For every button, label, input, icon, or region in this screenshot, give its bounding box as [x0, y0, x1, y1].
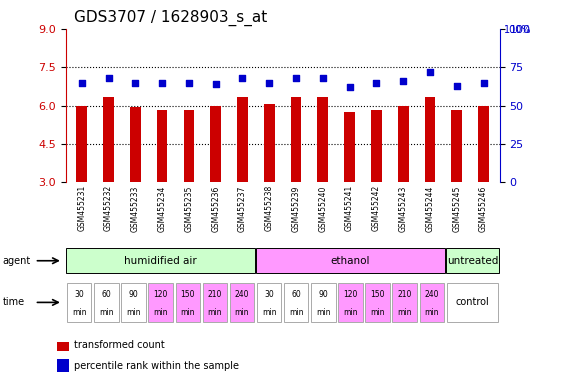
Bar — [148, 283, 173, 322]
Text: 150: 150 — [371, 290, 385, 299]
Bar — [66, 248, 255, 273]
Text: min: min — [371, 308, 385, 317]
Point — [479, 79, 488, 86]
Text: min: min — [262, 308, 276, 317]
Text: 90: 90 — [319, 290, 328, 299]
Bar — [57, 359, 69, 372]
Bar — [317, 97, 328, 182]
Point — [184, 79, 194, 86]
Bar — [103, 97, 114, 182]
Bar — [203, 283, 227, 322]
Point — [265, 79, 274, 86]
Bar — [230, 283, 254, 322]
Point — [131, 79, 140, 86]
Text: min: min — [154, 308, 168, 317]
Text: 210: 210 — [397, 290, 412, 299]
Bar — [446, 248, 499, 273]
Bar — [237, 97, 248, 182]
Bar — [371, 110, 382, 182]
Text: humidified air: humidified air — [124, 256, 197, 266]
Text: min: min — [72, 308, 86, 317]
Text: 30: 30 — [74, 290, 84, 299]
Text: min: min — [235, 308, 249, 317]
Text: 120: 120 — [343, 290, 357, 299]
Text: min: min — [289, 308, 303, 317]
Point — [425, 69, 435, 75]
Point — [104, 75, 113, 81]
Text: min: min — [99, 308, 114, 317]
Point — [399, 78, 408, 84]
Bar — [183, 110, 194, 182]
Text: 210: 210 — [208, 290, 222, 299]
Bar — [311, 283, 336, 322]
Bar — [157, 110, 167, 182]
Bar — [291, 97, 301, 182]
Bar — [94, 283, 119, 322]
Bar — [175, 283, 200, 322]
Text: time: time — [3, 297, 25, 308]
Text: untreated: untreated — [447, 256, 498, 266]
Bar — [338, 283, 363, 322]
Text: min: min — [180, 308, 195, 317]
Bar — [121, 283, 146, 322]
Bar — [344, 112, 355, 182]
Text: control: control — [456, 297, 489, 308]
Text: min: min — [126, 308, 140, 317]
Text: GDS3707 / 1628903_s_at: GDS3707 / 1628903_s_at — [74, 10, 267, 26]
Bar — [256, 248, 445, 273]
Bar — [478, 106, 489, 182]
Bar — [284, 283, 308, 322]
Bar — [130, 107, 140, 182]
Text: 120: 120 — [154, 290, 168, 299]
Point — [372, 79, 381, 86]
Bar — [425, 97, 435, 182]
Point — [452, 83, 461, 89]
Bar — [67, 283, 91, 322]
Bar — [452, 110, 462, 182]
Point — [211, 81, 220, 87]
Bar — [392, 283, 417, 322]
Bar — [420, 283, 444, 322]
Text: 90: 90 — [128, 290, 138, 299]
Bar — [398, 106, 408, 182]
Point — [77, 79, 86, 86]
Text: 150: 150 — [180, 290, 195, 299]
Text: min: min — [425, 308, 439, 317]
Point — [158, 79, 167, 86]
Text: percentile rank within the sample: percentile rank within the sample — [74, 361, 239, 371]
Text: ethanol: ethanol — [331, 256, 370, 266]
Text: 240: 240 — [425, 290, 439, 299]
Point — [238, 75, 247, 81]
Bar — [365, 283, 390, 322]
Text: agent: agent — [3, 256, 31, 266]
Bar — [447, 283, 498, 322]
Text: 240: 240 — [235, 290, 249, 299]
Bar — [264, 104, 275, 182]
Point — [291, 75, 300, 81]
Text: min: min — [208, 308, 222, 317]
Text: 60: 60 — [102, 290, 111, 299]
Text: 30: 30 — [264, 290, 274, 299]
Text: min: min — [316, 308, 331, 317]
Bar — [77, 106, 87, 182]
Point — [345, 84, 354, 90]
Bar — [257, 283, 282, 322]
Text: min: min — [397, 308, 412, 317]
Point — [318, 75, 327, 81]
Text: min: min — [343, 308, 357, 317]
Bar — [57, 338, 69, 351]
Text: transformed count: transformed count — [74, 340, 165, 350]
Bar — [210, 106, 221, 182]
Text: 100%: 100% — [504, 25, 531, 35]
Text: 60: 60 — [291, 290, 301, 299]
